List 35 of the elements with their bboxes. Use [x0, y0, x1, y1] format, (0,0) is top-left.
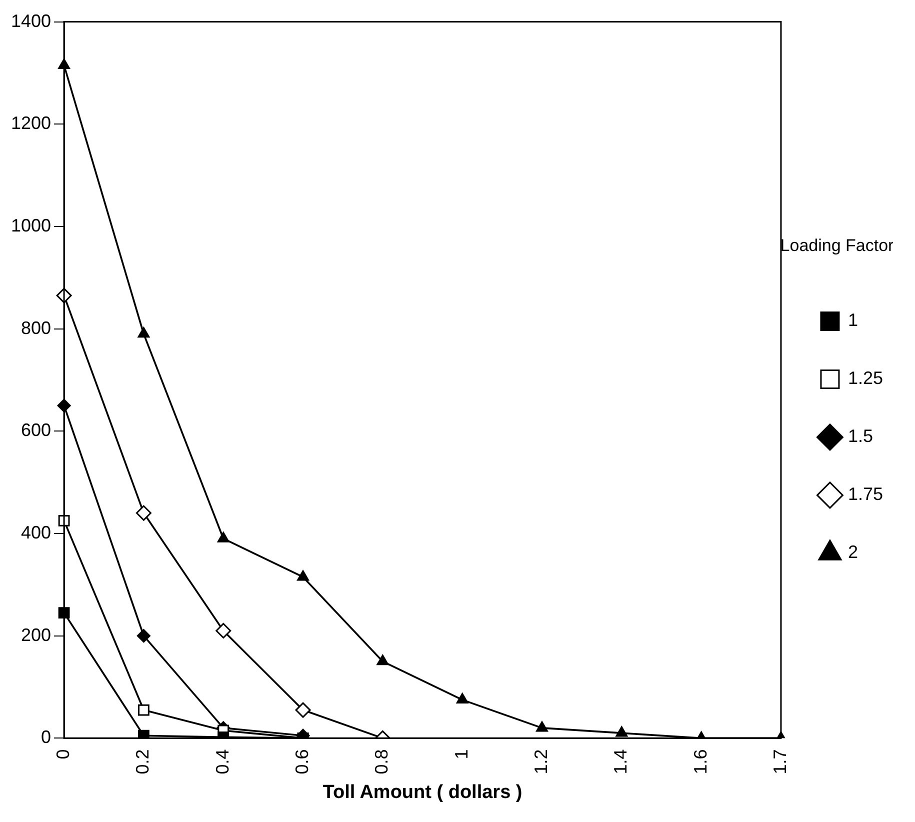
x-tick-label: 1: [451, 749, 472, 760]
legend-label: 1.25: [848, 368, 884, 388]
point: [216, 622, 232, 638]
point: [217, 532, 230, 542]
point: [456, 693, 468, 704]
x-tick-label: 0.6: [292, 749, 312, 774]
point: [536, 721, 548, 732]
point: [136, 505, 152, 521]
point: [376, 654, 389, 666]
x-tick-label: 0.8: [372, 749, 392, 774]
point: [136, 629, 150, 643]
legend-label: 1.5: [848, 426, 873, 446]
point: [138, 327, 150, 338]
point: [138, 704, 150, 716]
y-tick-label: 1200: [10, 113, 52, 134]
y-tick-label: 600: [20, 420, 52, 440]
y-tick-label: 200: [20, 624, 52, 645]
point: [295, 702, 311, 718]
y-tick-label: 1400: [10, 10, 52, 31]
x-tick-label: 0.2: [132, 749, 153, 774]
x-tick-label: 1.2: [530, 749, 551, 774]
x-tick-label: 0.4: [212, 749, 232, 774]
legend-label: 2: [848, 542, 858, 562]
x-tick-label: 1.7: [770, 749, 790, 774]
point: [616, 726, 628, 737]
x-tick-label: 0: [53, 749, 74, 760]
point: [297, 570, 309, 581]
y-tick-label: 800: [20, 318, 52, 338]
y-tick-label: 1000: [10, 215, 52, 236]
y-tick-label: 400: [20, 522, 52, 542]
x-tick-label: 1.4: [610, 749, 631, 774]
x-axis-title: Toll Amount ( dollars ): [322, 782, 522, 803]
legend-label: 1: [848, 310, 858, 330]
x-tick-label: 1.6: [690, 749, 710, 774]
legend-label: 1.75: [848, 484, 884, 504]
